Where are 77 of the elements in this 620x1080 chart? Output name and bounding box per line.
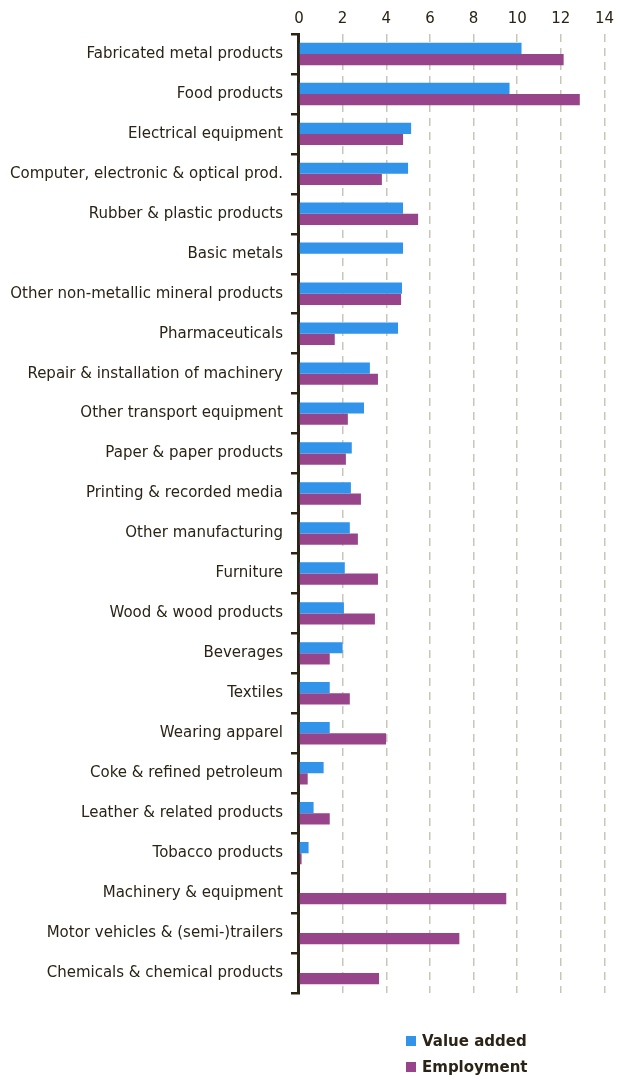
bar	[299, 813, 330, 825]
x-tick-label: 8	[468, 8, 479, 27]
bar	[299, 682, 330, 694]
bar	[299, 322, 399, 334]
bar	[299, 362, 370, 374]
bar	[299, 442, 352, 454]
bar	[299, 202, 404, 214]
x-tick-label: 12	[551, 8, 571, 27]
bar	[299, 93, 580, 106]
y-tick-label: Motor vehicles & (semi-)trailers	[46, 922, 284, 941]
bar	[299, 762, 324, 774]
bar	[299, 242, 404, 254]
x-tick-label: 14	[594, 8, 614, 27]
bar	[299, 82, 510, 94]
bar	[299, 162, 409, 174]
bar	[299, 42, 522, 54]
y-tick-label: Printing & recorded media	[85, 483, 283, 502]
y-tick-label: Food products	[176, 83, 284, 102]
y-tick-label: Furniture	[215, 563, 283, 582]
x-tick-label: 0	[294, 8, 304, 27]
bar	[299, 642, 343, 654]
y-tick-label: Other transport equipment	[80, 403, 284, 422]
bar	[299, 402, 364, 414]
y-tick-label: Machinery & equipment	[102, 882, 284, 901]
y-tick-label: Wearing apparel	[159, 723, 283, 742]
bar	[299, 841, 309, 854]
bar	[299, 333, 335, 345]
y-tick-label: Textiles	[226, 683, 284, 702]
bar	[299, 573, 378, 585]
bar	[299, 533, 358, 545]
y-tick-label: Other manufacturing	[125, 523, 283, 542]
y-tick-label: Rubber & plastic products	[88, 203, 284, 222]
bar	[299, 493, 361, 505]
y-tick-label: Leather & related products	[81, 803, 284, 822]
y-tick-label: Beverages	[203, 643, 284, 662]
y-tick-label: Electrical equipment	[128, 123, 284, 142]
bar	[299, 802, 314, 814]
bar	[299, 213, 419, 225]
bar	[299, 693, 350, 705]
x-tick-label: 6	[425, 8, 435, 27]
y-tick-label: Wood & wood products	[109, 603, 284, 622]
y-tick-label: Paper & paper products	[105, 443, 284, 462]
bar	[299, 613, 375, 625]
y-tick-label: Repair & installation of machinery	[27, 363, 284, 382]
bar	[299, 733, 387, 745]
bar	[299, 293, 402, 305]
y-tick-label: Basic metals	[187, 243, 284, 262]
bar	[299, 933, 460, 945]
x-tick-label: 4	[381, 8, 392, 27]
y-tick-label: Computer, electronic & optical prod.	[9, 163, 283, 182]
bar	[299, 722, 330, 734]
y-tick-label: Fabricated metal products	[86, 43, 284, 62]
bar	[299, 413, 348, 425]
bar	[299, 522, 350, 534]
x-tick-label: 2	[337, 8, 348, 27]
bar	[299, 482, 351, 494]
bar	[299, 773, 308, 785]
bar	[299, 373, 378, 385]
bar	[299, 133, 404, 146]
x-tick-label: 10	[507, 8, 527, 27]
bar	[299, 562, 345, 574]
bar	[299, 973, 380, 985]
bar	[299, 53, 564, 66]
y-tick-label: Other non-metallic mineral products	[10, 283, 284, 302]
y-tick-label: Pharmaceuticals	[159, 323, 284, 342]
bar	[299, 282, 402, 294]
y-tick-label: Coke & refined petroleum	[90, 763, 283, 782]
bar	[299, 453, 346, 465]
bar	[299, 122, 412, 134]
bar	[299, 173, 382, 186]
y-tick-label: Chemicals & chemical products	[46, 962, 284, 981]
bar	[299, 653, 330, 665]
legend-label: Employment	[422, 1058, 528, 1076]
y-tick-label: Tobacco products	[151, 843, 284, 862]
bar	[299, 602, 344, 614]
legend-label: Value added	[422, 1032, 527, 1050]
bar	[299, 893, 507, 905]
